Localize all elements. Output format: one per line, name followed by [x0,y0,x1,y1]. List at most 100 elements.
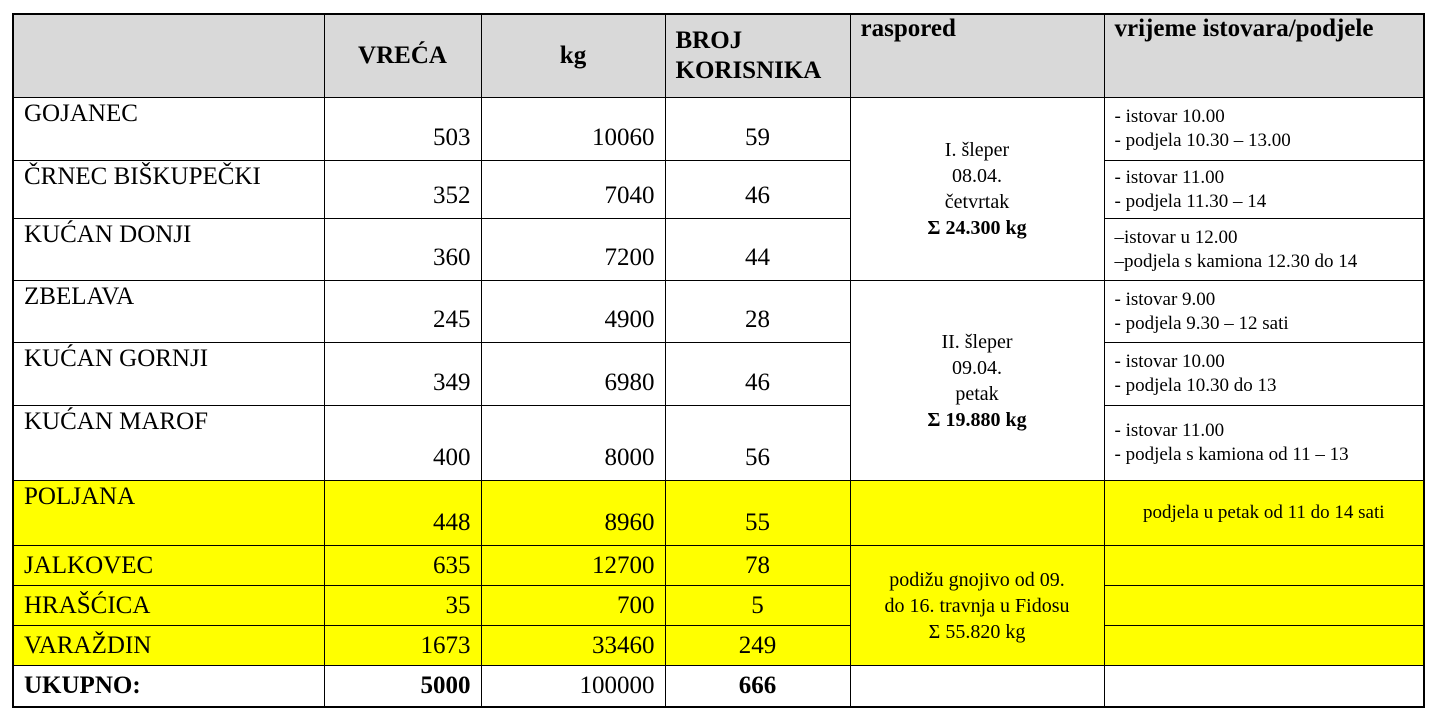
bag-count: 35 [323,585,482,626]
place-name: JALKOVEC [12,545,325,586]
kg-amount: 700 [480,585,666,626]
header-cell: kg [480,13,666,98]
header-row: VREĆA kg BROJ KORISNIKA raspored vrijeme… [12,13,1425,98]
total-kg: 100000 [480,665,666,707]
table-row: VARAŽDIN 1673 33460 249 [12,625,1425,666]
schedule-line: Σ 55.820 kg [928,620,1026,643]
schedule-line: do 16. travnja u Fidosu [884,594,1070,617]
time-line: - istovar 10.00 [1114,351,1225,372]
time-line: - podjela 9.30 – 12 sati [1114,312,1289,334]
table-row: JALKOVEC 635 12700 78 podižu gnojivo od 09. d… [12,545,1425,666]
time-line: - podjela 10.30 do 13 [1114,375,1277,396]
schedule-cell: II. šleper 09.04. petak Σ 19.880 kg [849,280,1105,481]
table-row: KUĆAN MAROF 400 8000 56 - istovar 11.00 - pod… [12,405,1425,481]
place-name: HRAŠĆICA [12,585,325,626]
time-line: –istovar u 12.00 [1114,226,1238,248]
user-count: 5 [664,585,851,626]
time-line: - istovar 11.00 [1114,166,1225,188]
schedule-line: 09.04. [952,356,1002,379]
user-count: 249 [664,625,851,666]
schedule-empty [849,480,1105,546]
kg-amount: 8960 [480,480,666,546]
schedule-line: Σ 24.300 kg [927,217,1027,239]
bag-count: 245 [323,280,482,343]
bag-count: 400 [323,405,482,481]
time-line: - podjela 10.30 – 13.00 [1114,130,1291,151]
bag-count: 503 [323,97,482,161]
time-line: - istovar 10.00 [1114,106,1225,127]
user-count: 28 [664,280,851,343]
table-row: ČRNEC BIŠKUPEČKI 352 7040 46 - istovar 11.00… [12,160,1425,219]
kg-amount: 7040 [480,160,666,219]
user-count: 46 [664,160,851,219]
time-empty [1103,665,1425,707]
time-cell: - istovar 11.00- podjela 11.30 – 14 [1103,160,1425,219]
bag-count: 352 [323,160,482,219]
place-name: KUĆAN GORNJI [12,342,325,406]
table-row: HRAŠĆICA 35 700 5 [12,585,1425,626]
time-cell: –istovar u 12.00 –podjela s kamiona 12.30… [1103,218,1425,281]
schedule-line: I. šleper [944,139,1010,161]
bag-count: 448 [323,480,482,546]
kg-amount: 6980 [480,342,666,406]
total-bags: 5000 [323,665,482,707]
place-name: KUĆAN DONJI [12,218,325,281]
place-name: VARAŽDIN [12,625,325,666]
header-cell: BROJ KORISNIKA [664,13,851,98]
total-row: UKUPNO: 5000 100000 666 [12,665,1425,707]
time-cell [1103,545,1425,586]
place-name: POLJANA [12,480,325,546]
kg-amount: 7200 [480,218,666,281]
user-count: 59 [664,97,851,161]
total-users: 666 [664,665,851,707]
table-row: GOJANEC 503 10060 59 I. šleper 08.04. četvrtak… [12,97,1425,281]
time-cell [1103,625,1425,666]
place-name: GOJANEC [12,97,325,161]
bag-count: 635 [323,545,482,586]
schedule-cell: I. šleper 08.04. četvrtak Σ 24.300 kg [849,97,1105,281]
time-line: - istovar 11.00 [1114,420,1225,441]
kg-amount: 10060 [480,97,666,161]
table-row: ZBELAVA 245 4900 28 II. šleper 09.04. petak Σ 1… [12,280,1425,481]
header-cell: vrijeme istovara/podjele [1103,13,1425,98]
place-name: ČRNEC BIŠKUPEČKI [12,160,325,219]
schedule-cell: podižu gnojivo od 09. do 16. travnja u Fi… [849,545,1105,666]
time-cell: - istovar 11.00 - podjela s kamiona od 11… [1103,405,1425,481]
time-cell: - istovar 10.00 - podjela 10.30 – 13.00 [1103,97,1425,161]
user-count: 55 [664,480,851,546]
time-line: - podjela 11.30 – 14 [1114,190,1267,212]
bag-count: 1673 [323,625,482,666]
table-row: POLJANA 448 8960 55 podjela u petak od 11 do… [12,480,1425,546]
header-cell: raspored [849,13,1105,98]
time-line: –podjela s kamiona 12.30 do 14 [1114,250,1358,272]
schedule-line: četvrtak [944,191,1010,213]
kg-amount: 33460 [480,625,666,666]
time-line: - istovar 9.00 [1114,288,1216,310]
schedule-line: podižu gnojivo od 09. [889,568,1065,591]
place-name: ZBELAVA [12,280,325,343]
time-cell: - istovar 9.00- podjela 9.30 – 12 sati [1103,280,1425,343]
schedule-empty [849,665,1105,707]
bag-count: 360 [323,218,482,281]
time-cell: - istovar 10.00 - podjela 10.30 do 13 [1103,342,1425,406]
user-count: 56 [664,405,851,481]
time-line: - podjela s kamiona od 11 – 13 [1114,444,1349,465]
schedule-line: II. šleper [941,330,1013,353]
user-count: 46 [664,342,851,406]
table-row: KUĆAN DONJI 360 7200 44 –istovar u 12.00 –pod… [12,218,1425,281]
distribution-table: VREĆA kg BROJ KORISNIKA raspored vrijeme… [12,13,1425,708]
schedule-line: Σ 19.880 kg [927,408,1027,431]
kg-amount: 12700 [480,545,666,586]
time-line: podjela u petak od 11 do 14 sati [1143,502,1385,523]
header-cell: VREĆA [323,13,482,98]
schedule-line: 08.04. [952,165,1002,187]
time-cell [1103,585,1425,626]
bag-count: 349 [323,342,482,406]
user-count: 44 [664,218,851,281]
time-cell: podjela u petak od 11 do 14 sati [1103,480,1425,546]
user-count: 78 [664,545,851,586]
kg-amount: 8000 [480,405,666,481]
kg-amount: 4900 [480,280,666,343]
table-row: KUĆAN GORNJI 349 6980 46 - istovar 10.00 - po… [12,342,1425,406]
